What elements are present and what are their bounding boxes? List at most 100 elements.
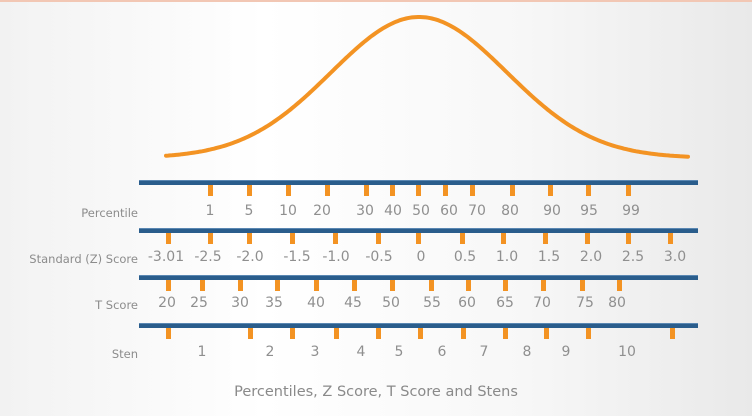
t-score-value: 25: [190, 295, 208, 311]
percentile-tick: [586, 185, 591, 196]
sten-tick: [376, 328, 381, 339]
standard-z-score-value: 2.0: [579, 249, 603, 265]
percentile-tick: [443, 185, 448, 196]
standard-z-score-value: 0.5: [453, 249, 477, 265]
top-border: [0, 0, 752, 2]
standard-z-score-tick: [376, 233, 381, 244]
percentile-value: 5: [244, 203, 254, 219]
t-score-tick: [617, 280, 622, 291]
percentile-tick: [208, 185, 213, 196]
sten-row-label: Sten: [111, 347, 138, 361]
t-score-tick: [580, 280, 585, 291]
standard-z-score-value: 1.5: [537, 249, 561, 265]
standard-z-score-value: -0.5: [365, 249, 393, 265]
standard-z-score-tick: [668, 233, 673, 244]
sten-value: 4: [356, 344, 366, 360]
sten-value: 2: [265, 344, 275, 360]
sten-tick: [670, 328, 675, 339]
percentile-row-label: Percentile: [81, 206, 138, 220]
t-score-tick: [314, 280, 319, 291]
t-score-value: 60: [458, 295, 476, 311]
standard-z-score-tick: [501, 233, 506, 244]
sten-value: 9: [561, 344, 571, 360]
sten-tick: [503, 328, 508, 339]
t-score-tick: [200, 280, 205, 291]
percentile-tick: [470, 185, 475, 196]
sten-value: 8: [522, 344, 532, 360]
sten-value: 5: [394, 344, 404, 360]
t-score-value: 30: [231, 295, 249, 311]
standard-z-score-tick: [585, 233, 590, 244]
percentile-value: 10: [279, 203, 297, 219]
standard-z-score-value: 3.0: [663, 249, 687, 265]
t-score-value: 75: [576, 295, 594, 311]
t-score-tick: [466, 280, 471, 291]
standard-z-score-value: -2.5: [194, 249, 222, 265]
t-score-value: 20: [158, 295, 176, 311]
t-score-value: 35: [265, 295, 283, 311]
standard-z-score-value: -3.01: [147, 249, 185, 265]
percentile-tick: [390, 185, 395, 196]
t-score-value: 80: [608, 295, 626, 311]
t-score-tick: [238, 280, 243, 291]
t-score-value: 65: [496, 295, 514, 311]
standard-z-score-row-label: Standard (Z) Score: [29, 252, 138, 266]
t-score-value: 55: [423, 295, 441, 311]
percentile-tick: [286, 185, 291, 196]
percentile-tick: [548, 185, 553, 196]
sten-value: 6: [437, 344, 447, 360]
standard-z-score-value: -1.5: [283, 249, 311, 265]
sten-tick: [461, 328, 466, 339]
sten-tick: [418, 328, 423, 339]
percentile-value: 20: [313, 203, 331, 219]
percentile-scale-bar: [139, 180, 698, 185]
t-score-value: 45: [344, 295, 362, 311]
t-score-value: 50: [382, 295, 400, 311]
percentile-tick: [416, 185, 421, 196]
percentile-value: 70: [468, 203, 486, 219]
percentile-tick: [325, 185, 330, 196]
percentile-tick: [364, 185, 369, 196]
t-score-tick: [503, 280, 508, 291]
percentile-value: 50: [412, 203, 430, 219]
sten-value: 10: [618, 344, 636, 360]
standard-z-score-tick: [208, 233, 213, 244]
standard-z-score-scale-bar: [139, 228, 698, 233]
t-score-tick: [541, 280, 546, 291]
sten-tick: [290, 328, 295, 339]
percentile-value: 40: [384, 203, 402, 219]
sten-tick: [248, 328, 253, 339]
sten-scale-bar: [139, 323, 698, 328]
standard-z-score-value: 0: [416, 249, 426, 265]
standard-z-score-value: 1.0: [495, 249, 519, 265]
t-score-row-label: T Score: [95, 298, 138, 312]
sten-tick: [544, 328, 549, 339]
percentile-tick: [510, 185, 515, 196]
sten-tick: [586, 328, 591, 339]
sten-value: 7: [479, 344, 489, 360]
standard-z-score-tick: [543, 233, 548, 244]
percentile-value: 80: [501, 203, 519, 219]
sten-value: 3: [310, 344, 320, 360]
t-score-value: 70: [533, 295, 551, 311]
standard-z-score-tick: [290, 233, 295, 244]
percentile-value: 1: [205, 203, 215, 219]
t-score-tick: [390, 280, 395, 291]
percentile-tick: [247, 185, 252, 196]
t-score-tick: [429, 280, 434, 291]
standard-z-score-tick: [626, 233, 631, 244]
standard-z-score-tick: [460, 233, 465, 244]
t-score-scale-bar: [139, 275, 698, 280]
t-score-tick: [352, 280, 357, 291]
normal-distribution-curve: [164, 15, 690, 159]
percentile-value: 99: [622, 203, 640, 219]
t-score-value: 40: [307, 295, 325, 311]
percentile-value: 95: [580, 203, 598, 219]
figure-caption: Percentiles, Z Score, T Score and Stens: [234, 384, 518, 400]
standard-z-score-tick: [166, 233, 171, 244]
percentile-value: 60: [440, 203, 458, 219]
percentile-value: 30: [356, 203, 374, 219]
t-score-tick: [275, 280, 280, 291]
t-score-tick: [166, 280, 171, 291]
sten-tick: [334, 328, 339, 339]
